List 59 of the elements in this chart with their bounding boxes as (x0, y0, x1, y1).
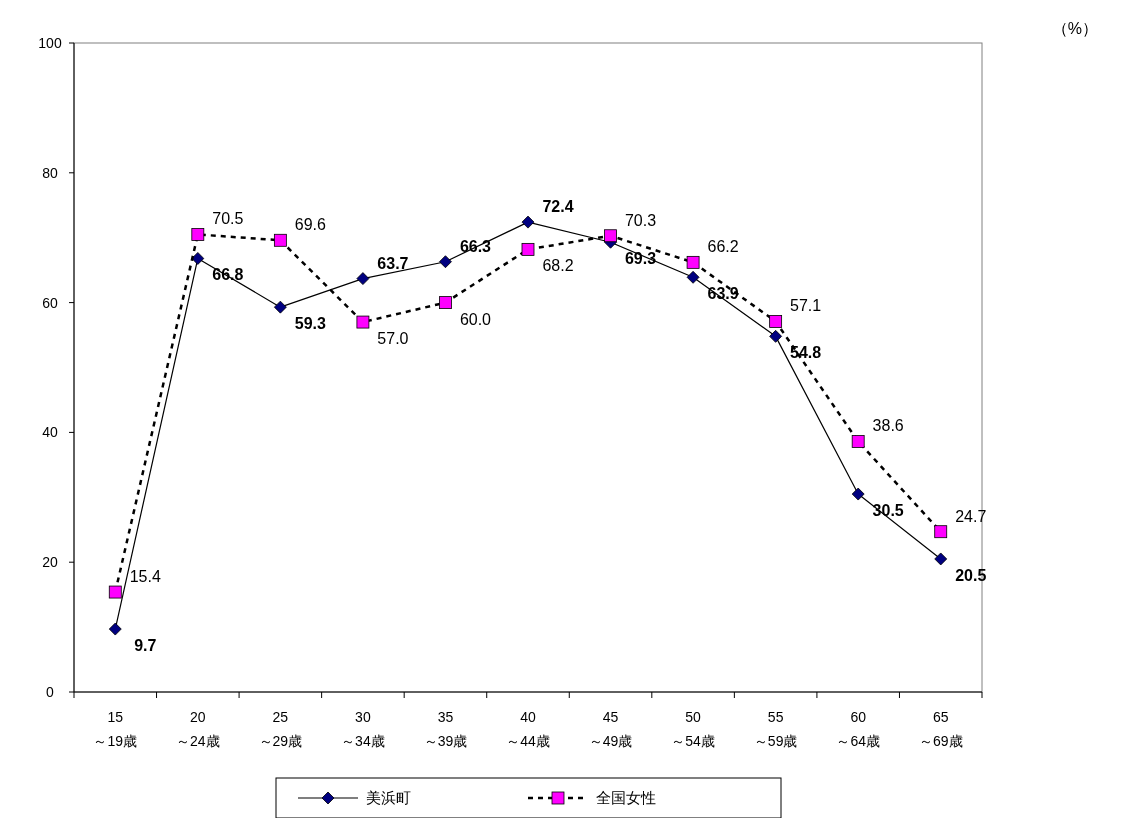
data-label: 57.1 (790, 297, 822, 315)
point (356, 315, 370, 329)
y-tick-label: 0 (46, 684, 55, 700)
point (521, 242, 535, 256)
point (934, 525, 948, 539)
data-label: 57.0 (377, 330, 409, 348)
data-label: 69.3 (624, 250, 657, 268)
point (521, 215, 535, 229)
point (191, 252, 205, 265)
y-tick-label: 40 (42, 424, 58, 441)
point (273, 233, 287, 247)
data-label: 70.3 (624, 211, 657, 229)
point (439, 255, 452, 269)
data-label: 54.8 (790, 344, 822, 362)
x-tick-label: 65 ～69歳 (918, 709, 963, 749)
x-tick-label: 20 ～24歳 (176, 709, 220, 749)
data-label: 69.6 (294, 216, 327, 234)
point (191, 228, 205, 241)
x-tick-label: 45 ～49歳 (588, 709, 633, 749)
data-label: 59.3 (294, 315, 327, 333)
y-tick-label: 20 (42, 554, 58, 571)
data-label: 68.2 (542, 257, 574, 275)
x-tick-label: 15 ～19歳 (93, 709, 138, 749)
point (273, 300, 287, 314)
y-tick-label: 100 (38, 35, 62, 51)
point (686, 270, 700, 284)
text: （%） (1051, 20, 1098, 37)
point (439, 296, 452, 309)
x-tick-label: 55 ～59歳 (753, 709, 798, 749)
point (604, 229, 617, 243)
data-label: 66.2 (707, 238, 739, 256)
data-label: 20.5 (955, 566, 987, 584)
data-label: 24.7 (955, 507, 987, 525)
y-tick-label: 80 (42, 164, 58, 181)
point (108, 622, 122, 636)
data-label: 60.0 (459, 310, 492, 328)
data-label: 9.7 (134, 637, 157, 655)
data-label: 63.7 (377, 254, 409, 272)
data-label: 70.5 (212, 210, 244, 228)
legend-label: 美浜町 (366, 789, 411, 806)
legend-label: 全国女性 (596, 789, 656, 806)
x-tick-label: 35 ～39歳 (423, 709, 468, 749)
x-tick-label: 40 ～44歳 (506, 709, 550, 749)
y-tick-label: 60 (42, 294, 58, 311)
x-tick-label: 25 ～29歳 (258, 709, 303, 749)
point (851, 435, 865, 448)
x-tick-label: 30 ～34歳 (341, 709, 385, 749)
x-tick-label: 60 ～64歳 (836, 709, 880, 749)
point (769, 329, 783, 343)
x-tick-label: 50 ～54歳 (671, 709, 715, 749)
point (686, 255, 700, 269)
point (934, 552, 948, 566)
point (356, 272, 370, 285)
data-label: 72.4 (542, 198, 574, 216)
data-label: 15.4 (129, 568, 161, 586)
point (851, 487, 865, 501)
point (769, 315, 783, 328)
data-label: 38.6 (872, 417, 904, 435)
point (108, 585, 122, 599)
